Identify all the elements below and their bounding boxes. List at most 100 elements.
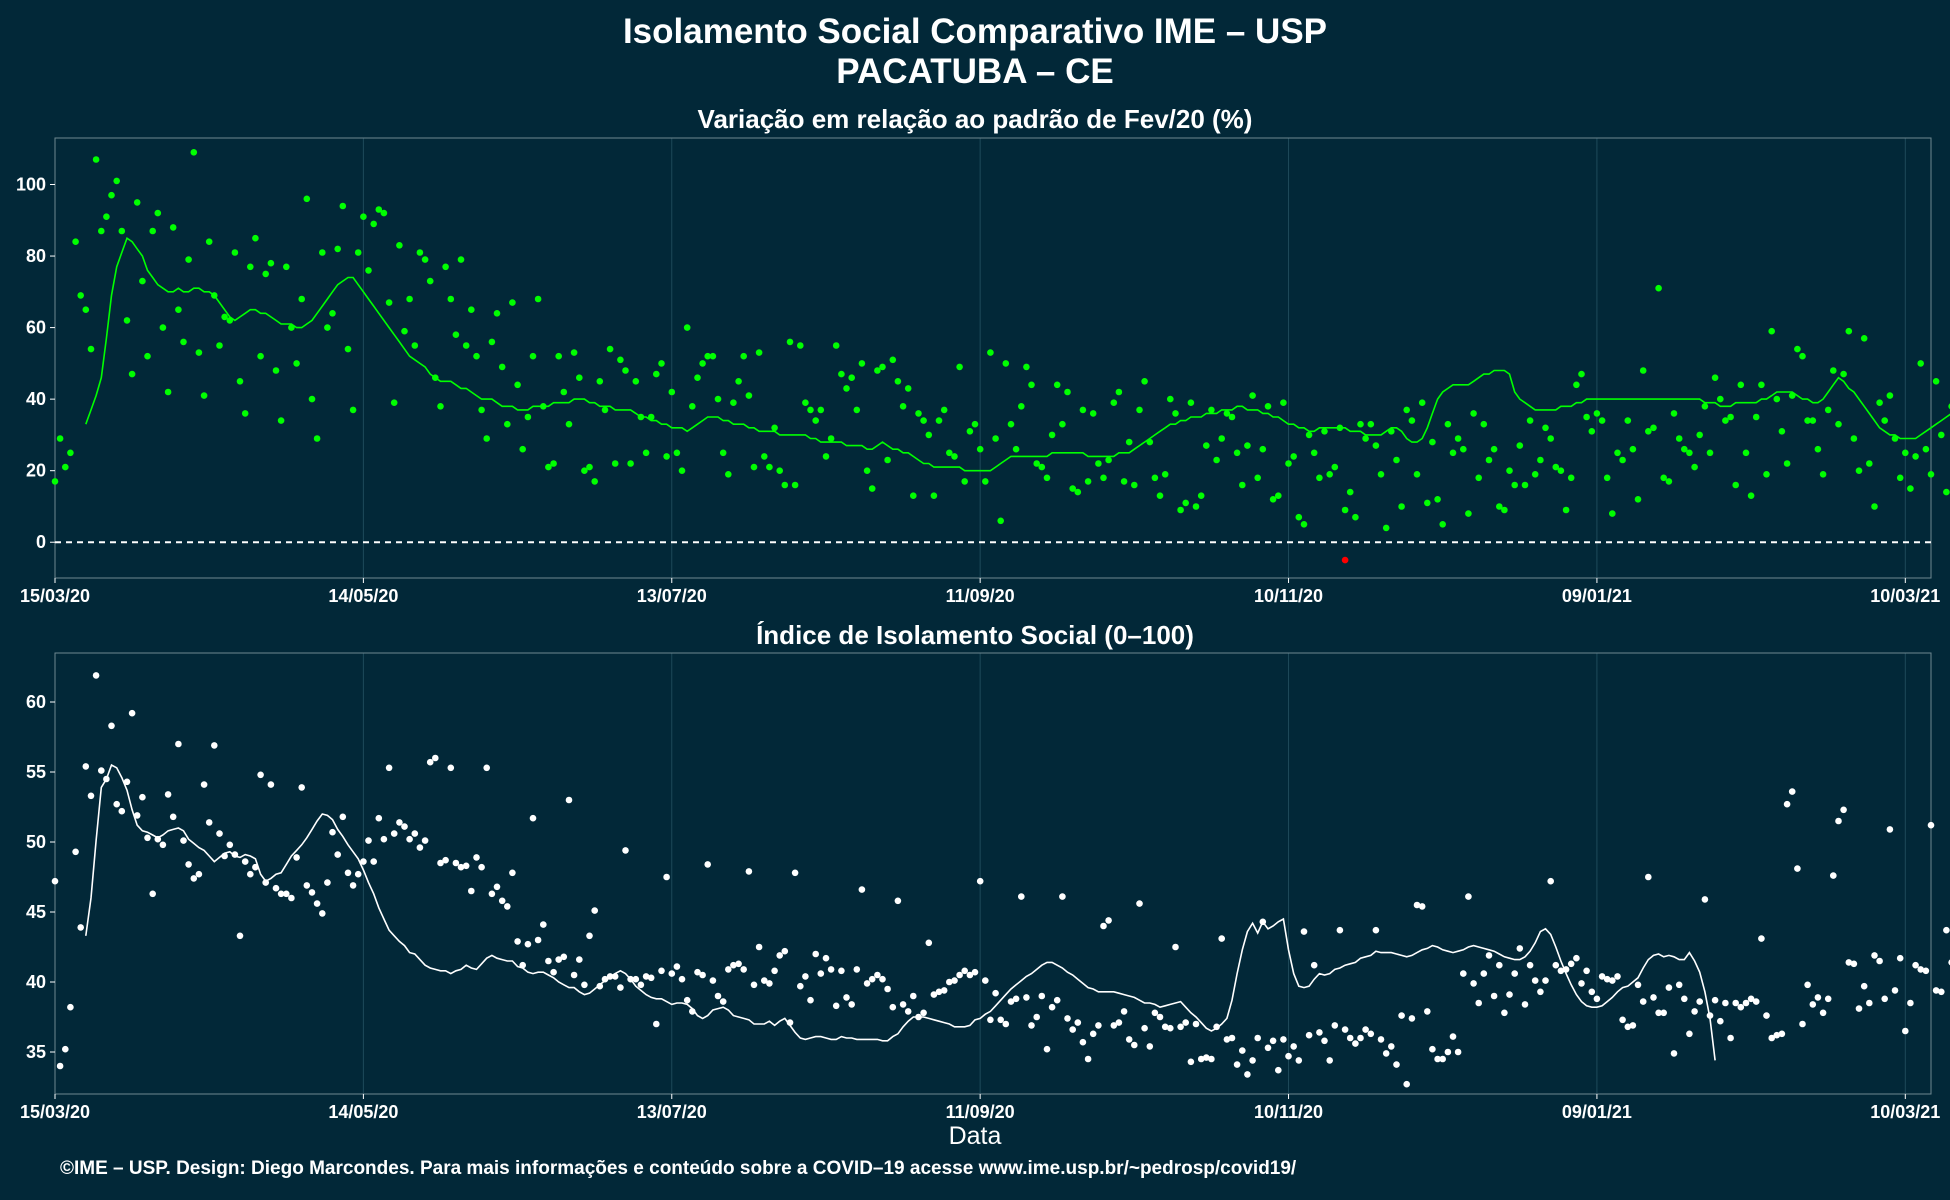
data-point	[1932, 378, 1940, 385]
data-point	[329, 828, 336, 836]
data-point	[920, 1009, 927, 1017]
data-point	[483, 435, 491, 442]
data-point	[1377, 471, 1385, 478]
data-point	[1033, 1013, 1040, 1021]
data-point	[699, 971, 706, 979]
data-point	[1696, 998, 1703, 1005]
data-point	[976, 877, 984, 885]
data-point	[257, 771, 264, 779]
data-point	[1203, 1054, 1210, 1061]
data-point	[858, 360, 866, 367]
data-point	[560, 953, 568, 961]
data-point	[750, 981, 758, 989]
data-point	[1763, 1012, 1770, 1019]
data-point	[884, 456, 891, 464]
data-point	[1316, 474, 1323, 482]
data-point	[1223, 410, 1231, 417]
data-point	[1506, 991, 1513, 998]
data-point	[1223, 1036, 1231, 1043]
data-point	[1377, 1036, 1385, 1043]
data-point	[1172, 410, 1179, 417]
data-point	[1752, 413, 1760, 421]
data-point	[524, 940, 532, 948]
data-point	[1023, 363, 1030, 371]
data-point	[1382, 524, 1390, 532]
data-point	[1454, 1048, 1462, 1056]
data-point	[421, 837, 429, 844]
data-point	[611, 460, 619, 467]
data-point	[1830, 367, 1837, 374]
data-point	[385, 299, 393, 306]
data-point	[719, 449, 727, 457]
data-point	[1095, 1022, 1102, 1029]
data-point	[1326, 1057, 1333, 1064]
data-point	[200, 392, 208, 399]
data-point	[730, 961, 737, 969]
data-point	[771, 424, 778, 432]
data-point	[344, 345, 352, 353]
data-point	[1927, 821, 1935, 829]
data-point	[827, 966, 835, 973]
data-point	[1537, 456, 1544, 464]
data-point	[1259, 445, 1267, 453]
data-point	[1398, 1012, 1405, 1019]
data-point	[1064, 1015, 1071, 1022]
data-point	[1799, 352, 1806, 360]
data-point	[807, 996, 814, 1004]
data-point	[1120, 1008, 1128, 1015]
data-point	[67, 449, 74, 457]
data-point	[1516, 945, 1524, 952]
data-point	[1064, 388, 1071, 396]
data-point	[504, 420, 511, 428]
data-point	[1557, 967, 1565, 975]
data-point	[889, 1003, 897, 1011]
data-point	[550, 968, 557, 976]
x-tick-label: 10/11/20	[1254, 586, 1323, 606]
data-point	[1634, 981, 1642, 989]
data-point	[226, 841, 234, 849]
data-point	[1182, 499, 1189, 507]
panel-title-variation: Variação em relação ao padrão de Fev/20 …	[697, 104, 1253, 134]
data-point	[308, 889, 316, 896]
data-point	[519, 445, 526, 453]
data-point	[925, 431, 933, 439]
data-point	[1362, 1026, 1369, 1033]
data-point	[1192, 503, 1200, 510]
data-point	[858, 886, 866, 893]
data-point	[180, 837, 187, 844]
data-point	[1485, 952, 1493, 959]
data-point	[339, 813, 347, 821]
data-point	[1177, 506, 1184, 514]
data-point	[396, 819, 403, 826]
data-point	[1059, 893, 1066, 900]
data-point	[211, 742, 218, 749]
data-point	[1624, 417, 1632, 424]
data-point	[164, 388, 172, 396]
data-point	[205, 819, 213, 826]
data-point	[904, 385, 912, 392]
y-tick-label: 20	[26, 461, 46, 481]
data-point	[797, 982, 804, 990]
data-point	[1876, 957, 1883, 965]
data-point	[370, 220, 378, 228]
data-point	[1650, 424, 1657, 432]
data-point	[1100, 474, 1107, 482]
y-tick-label: 0	[36, 532, 46, 552]
data-point	[98, 767, 105, 774]
data-point	[144, 834, 151, 842]
data-point	[1393, 1061, 1400, 1068]
data-point	[1521, 481, 1529, 489]
data-point	[750, 463, 758, 471]
data-point	[1115, 388, 1123, 396]
data-point	[216, 830, 223, 837]
data-point	[529, 814, 537, 822]
data-point	[1932, 987, 1940, 994]
data-point	[1938, 431, 1945, 439]
data-point	[1084, 1055, 1092, 1063]
data-point	[915, 410, 922, 417]
data-point	[951, 453, 958, 460]
data-point	[781, 947, 789, 955]
data-point	[1639, 998, 1647, 1005]
data-point	[1249, 1057, 1256, 1064]
data-point	[1552, 463, 1560, 471]
